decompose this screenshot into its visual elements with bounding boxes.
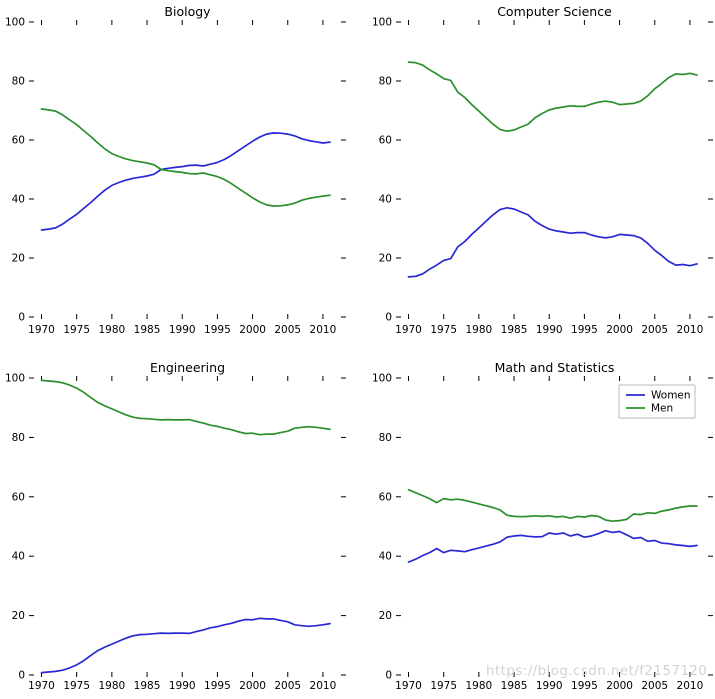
series-line-men [40,379,331,436]
x-tick-label: 1970 [395,324,422,336]
series-line-women [40,617,331,674]
x-tick-label: 1980 [99,324,126,336]
chart-title: Biology [164,4,211,19]
y-tick-label: 40 [12,551,25,563]
x-tick-label: 2000 [606,324,633,336]
y-tick-label: 60 [12,491,25,503]
x-tick-label: 1990 [536,324,563,336]
x-tick-label: 2000 [239,324,266,336]
x-tick-label: 2010 [677,680,704,692]
y-tick-label: 100 [372,17,392,29]
x-tick-label: 2010 [310,324,337,336]
y-tick-label: 20 [379,610,392,622]
series-line-women [40,132,331,231]
x-tick-label: 2000 [606,680,633,692]
x-tick-label: 1995 [571,680,598,692]
y-tick-label: 40 [12,194,25,206]
x-tick-label: 2005 [641,680,668,692]
series-line-women [407,529,698,563]
y-tick-label: 80 [379,76,392,88]
x-tick-label: 1985 [134,324,161,336]
x-tick-label: 1980 [466,680,493,692]
chart-computer-science: Computer Science 0 20 40 60 80 100 1970 1975 1980… [358,0,715,350]
x-tick-label: 1990 [169,680,196,692]
y-tick-label: 60 [12,135,25,147]
x-tick-label: 2005 [641,324,668,336]
chart-math-and-statistics: Math and Statistics 0 20 40 60 80 100 1970 1975 1… [358,350,715,699]
chart-title: Engineering [150,360,225,375]
y-tick-label: 0 [385,312,392,324]
x-tick-label: 1975 [63,680,90,692]
chart-canvas: Computer Science 0 20 40 60 80 100 1970 1975 1980… [372,4,713,336]
chart-engineering: Engineering 0 20 40 60 80 100 1970 1975 1980 1985 1… [0,350,357,699]
y-tick-label: 40 [379,194,392,206]
x-tick-label: 2005 [274,324,301,336]
x-tick-label: 1985 [501,680,528,692]
legend-box [618,384,696,419]
x-tick-label: 1990 [169,324,196,336]
chart-canvas: Engineering 0 20 40 60 80 100 1970 1975 1980 1985 1… [5,360,346,692]
x-tick-label: 1985 [134,680,161,692]
series-line-men [407,488,698,523]
y-tick-label: 20 [12,610,25,622]
x-tick-label: 2010 [677,324,704,336]
y-tick-label: 40 [379,551,392,563]
x-tick-label: 1970 [28,680,55,692]
chart-title: Math and Statistics [495,360,615,375]
x-tick-label: 1980 [99,680,126,692]
x-tick-label: 1970 [28,324,55,336]
y-tick-label: 60 [379,135,392,147]
x-tick-label: 2005 [274,680,301,692]
x-tick-label: 2000 [239,680,266,692]
x-tick-label: 1975 [430,324,457,336]
y-tick-label: 20 [379,253,392,265]
series-line-women [407,206,698,278]
x-tick-label: 1975 [63,324,90,336]
y-tick-label: 100 [5,17,25,29]
legend-label-men: Men [651,403,673,415]
y-tick-label: 80 [12,432,25,444]
x-tick-label: 1985 [501,324,528,336]
x-tick-label: 1995 [204,680,231,692]
y-tick-label: 0 [18,312,25,324]
y-tick-label: 20 [12,253,25,265]
legend-label-women: Women [651,390,691,402]
y-tick-label: 100 [5,373,25,385]
series-line-men [40,108,331,207]
y-tick-label: 80 [12,76,25,88]
y-tick-label: 100 [372,373,392,385]
chart-canvas: Biology 0 20 40 60 80 100 1970 1975 1980 1985 1990 1… [5,4,346,336]
x-tick-label: 2010 [310,680,337,692]
y-tick-label: 0 [18,670,25,682]
y-tick-label: 80 [379,432,392,444]
x-tick-label: 1990 [536,680,563,692]
watermark: https://blog.csdn.net/f2157120 [486,663,708,679]
x-tick-label: 1975 [430,680,457,692]
chart-biology: Biology 0 20 40 60 80 100 1970 1975 1980 1985 1990 1… [0,0,357,350]
x-tick-label: 1980 [466,324,493,336]
y-tick-label: 60 [379,491,392,503]
x-tick-label: 1970 [395,680,422,692]
y-tick-label: 0 [385,670,392,682]
chart-title: Computer Science [497,4,612,19]
series-line-men [407,61,698,133]
x-tick-label: 1995 [571,324,598,336]
chart-canvas: Math and Statistics 0 20 40 60 80 100 1970 1975 1… [372,360,713,692]
x-tick-label: 1995 [204,324,231,336]
